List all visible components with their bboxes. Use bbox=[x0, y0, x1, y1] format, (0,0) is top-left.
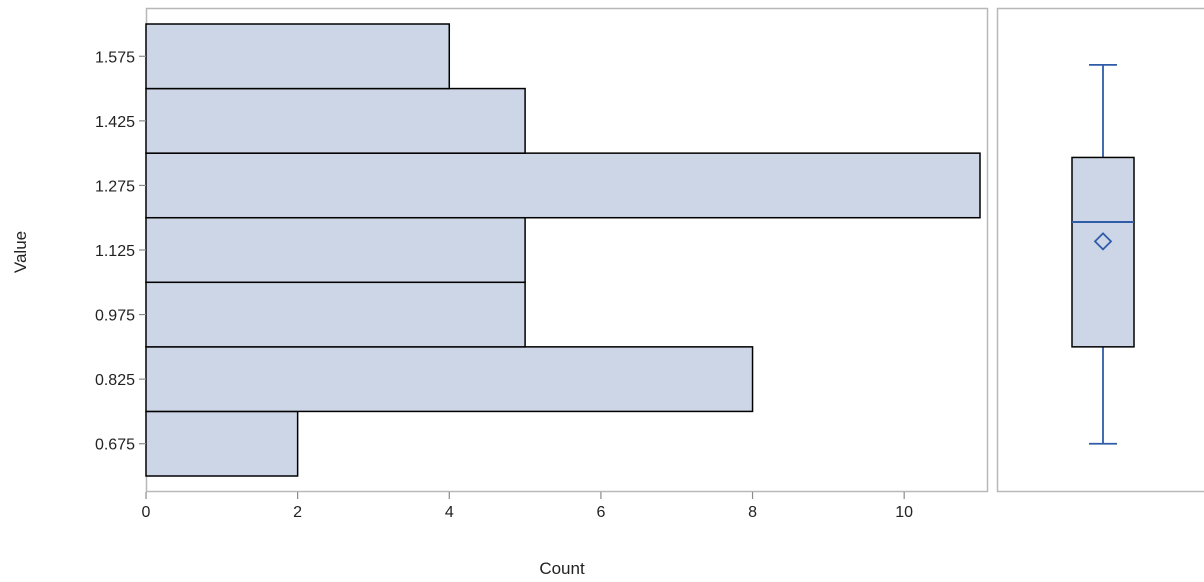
x-tick-label: 6 bbox=[596, 504, 605, 521]
x-tick-label: 10 bbox=[895, 504, 913, 521]
histogram-bar bbox=[145, 152, 981, 219]
x-axis: 0 2 4 6 8 10 bbox=[142, 492, 913, 521]
boxplot-panel bbox=[996, 7, 1204, 493]
histogram-bar bbox=[145, 410, 299, 477]
boxplot-frame bbox=[996, 7, 1204, 493]
histogram-bar bbox=[145, 281, 526, 348]
y-tick-label: 0.975 bbox=[95, 308, 135, 325]
mean-marker bbox=[1093, 232, 1113, 251]
y-tick-label: 1.275 bbox=[95, 178, 135, 195]
y-tick-label: 0.675 bbox=[95, 437, 135, 454]
histogram-bar bbox=[145, 87, 526, 154]
box-iqr bbox=[1071, 156, 1135, 348]
y-tick-label: 1.575 bbox=[95, 49, 135, 66]
histogram-bar bbox=[145, 346, 754, 413]
y-axis: 0.675 0.825 0.975 1.125 1.275 1.425 1.575 bbox=[95, 49, 146, 454]
x-tick-label: 4 bbox=[445, 504, 454, 521]
histogram-bar bbox=[145, 216, 526, 284]
x-tick-label: 8 bbox=[748, 504, 757, 521]
x-axis-title: Count bbox=[539, 559, 585, 578]
y-tick-label: 0.825 bbox=[95, 372, 135, 389]
x-tick-label: 2 bbox=[293, 504, 302, 521]
y-tick-label: 1.125 bbox=[95, 243, 135, 260]
y-axis-title: Value bbox=[11, 231, 30, 273]
histogram-bar bbox=[145, 23, 451, 90]
y-tick-label: 1.425 bbox=[95, 114, 135, 131]
x-tick-label: 0 bbox=[142, 504, 151, 521]
histogram-panel bbox=[145, 7, 989, 493]
